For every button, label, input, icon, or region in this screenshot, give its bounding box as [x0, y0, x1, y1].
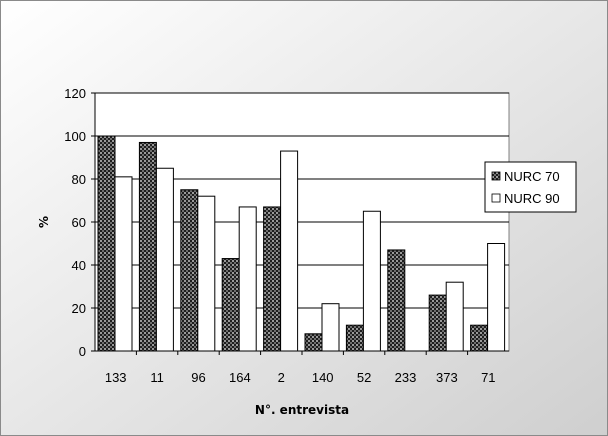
- bar-nurc-70: [470, 324, 489, 352]
- y-tick-label: 80: [72, 172, 86, 187]
- y-axis-title: %: [37, 216, 51, 228]
- bar-nurc-90: [155, 167, 174, 352]
- x-tick-label: 52: [357, 370, 371, 385]
- bar-nurc-90: [280, 150, 299, 352]
- x-tick-label: 71: [481, 370, 495, 385]
- x-tick-label: 140: [312, 370, 334, 385]
- y-tick-label: 20: [72, 301, 86, 316]
- x-tick-label: 96: [191, 370, 205, 385]
- bar-nurc-70: [263, 206, 282, 352]
- bar-nurc-90: [321, 303, 340, 352]
- legend-box: [484, 161, 577, 213]
- bar-nurc-70: [345, 324, 364, 352]
- y-tick-label: 100: [64, 129, 86, 144]
- x-tick-label: 2: [278, 370, 285, 385]
- axes: [91, 92, 509, 355]
- bar-nurc-90: [197, 195, 216, 352]
- bar-nurc-90: [445, 281, 464, 352]
- bar-nurc-70: [387, 249, 406, 352]
- bar-nurc-70: [221, 258, 240, 352]
- y-tick-label: 120: [64, 86, 86, 101]
- bar-nurc-90: [238, 206, 257, 352]
- x-tick-label: 133: [105, 370, 127, 385]
- bar-nurc-70: [304, 333, 323, 352]
- x-axis-title: N°. entrevista: [255, 403, 349, 417]
- bar-nurc-90: [487, 243, 506, 352]
- x-tick-label: 11: [150, 370, 164, 385]
- x-tick-labels: 133 11 96 164 2 140 52 233 373 71: [105, 370, 496, 385]
- x-tick-label: 233: [395, 370, 417, 385]
- bar-nurc-90: [114, 176, 133, 352]
- bar-nurc-70: [138, 141, 157, 352]
- y-tick-label: 0: [79, 344, 86, 359]
- x-tick-label: 164: [229, 370, 251, 385]
- legend-swatch-nurc-70: [491, 171, 501, 181]
- legend-label-nurc-70: NURC 70: [504, 169, 560, 184]
- bars: [97, 135, 506, 352]
- y-tick-labels: 0 20 40 60 80 100 120: [64, 86, 86, 359]
- bar-nurc-90: [362, 210, 381, 352]
- y-tick-label: 60: [72, 215, 86, 230]
- legend-swatch-nurc-90: [491, 193, 501, 203]
- legend: NURC 70 NURC 90: [484, 161, 577, 213]
- x-tick-label: 373: [436, 370, 458, 385]
- bar-nurc-70: [97, 135, 116, 352]
- bar-nurc-70: [180, 189, 199, 352]
- bar-nurc-70: [428, 294, 447, 352]
- legend-label-nurc-90: NURC 90: [504, 191, 560, 206]
- y-tick-label: 40: [72, 258, 86, 273]
